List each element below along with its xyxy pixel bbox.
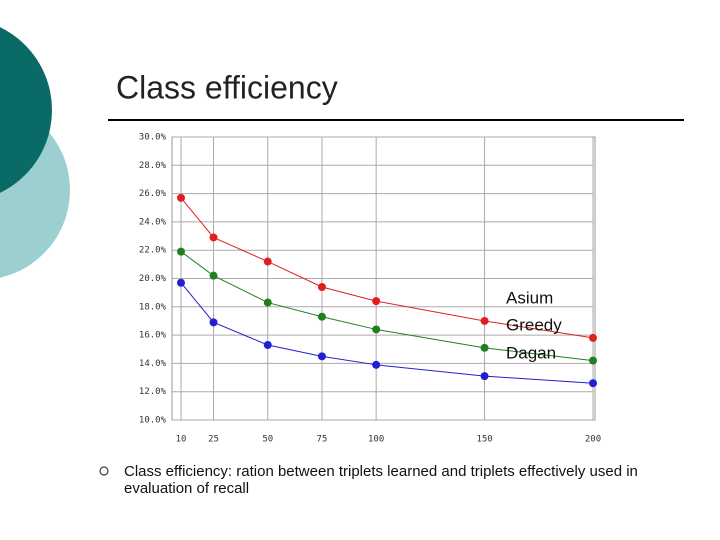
data-point <box>589 333 597 342</box>
data-point <box>317 352 326 361</box>
data-point <box>263 341 272 350</box>
bullet-text: Class efficiency: ration between triplet… <box>124 463 638 497</box>
x-tick-label: 50 <box>262 435 273 445</box>
data-point <box>177 247 185 256</box>
x-tick-label: 10 <box>176 435 187 445</box>
slide-title: Class efficiency <box>116 69 338 105</box>
decor-circle <box>0 27 52 193</box>
data-point <box>372 360 381 369</box>
data-point <box>372 297 381 306</box>
data-point <box>209 233 218 242</box>
data-point <box>480 372 489 381</box>
x-tick-label: 75 <box>317 435 328 445</box>
data-point <box>263 257 272 266</box>
data-point <box>317 282 326 291</box>
series-label: Asium <box>506 288 553 307</box>
series-label: Dagan <box>506 344 556 363</box>
data-point <box>372 325 381 334</box>
y-tick-label: 30.0% <box>139 133 167 143</box>
y-tick-label: 16.0% <box>139 331 167 341</box>
y-tick-label: 22.0% <box>139 246 167 256</box>
data-point <box>480 316 489 325</box>
x-tick-label: 25 <box>208 435 219 445</box>
y-tick-label: 10.0% <box>139 416 167 426</box>
x-tick-label: 100 <box>368 435 384 445</box>
data-point <box>263 298 272 307</box>
data-point <box>177 193 185 202</box>
data-point <box>209 318 218 327</box>
y-tick-label: 28.0% <box>139 161 167 171</box>
y-tick-label: 26.0% <box>139 189 167 199</box>
y-tick-label: 12.0% <box>139 387 167 397</box>
data-point <box>177 278 185 287</box>
series-label: Greedy <box>506 315 562 334</box>
y-tick-label: 20.0% <box>139 274 167 284</box>
data-point <box>589 379 597 388</box>
data-point <box>589 356 597 365</box>
data-point <box>480 343 489 352</box>
x-tick-label: 150 <box>476 435 492 445</box>
y-tick-label: 14.0% <box>139 359 167 369</box>
data-point <box>209 271 218 280</box>
bullet-marker <box>99 466 109 476</box>
y-tick-label: 18.0% <box>139 302 167 312</box>
data-point <box>317 312 326 321</box>
y-tick-label: 24.0% <box>139 217 167 227</box>
x-tick-label: 200 <box>585 435 601 445</box>
